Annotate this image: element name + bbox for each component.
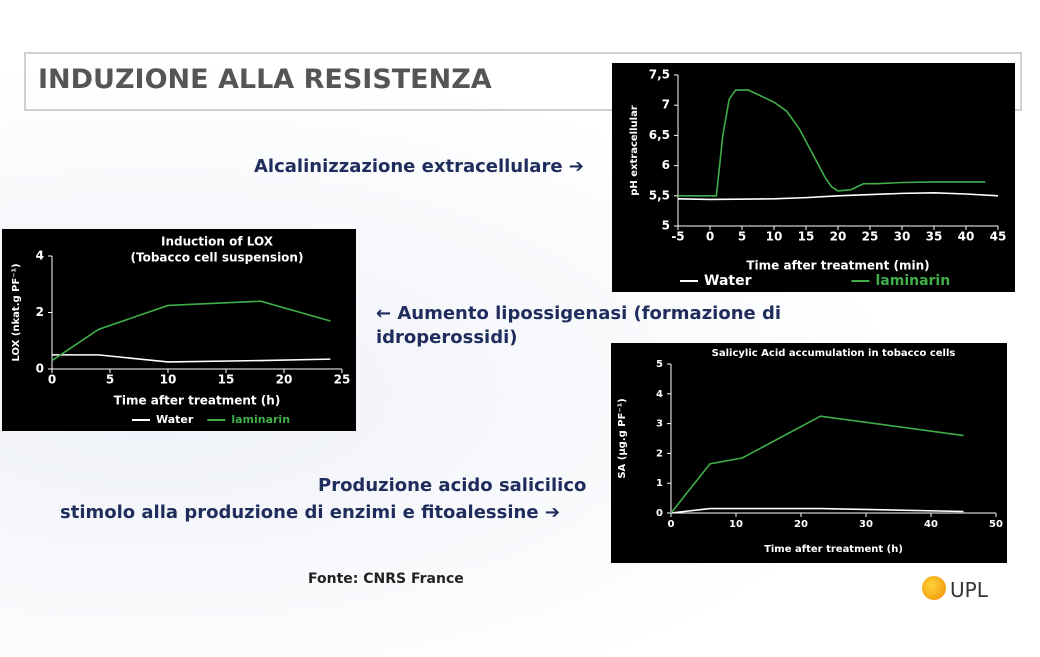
x-tick-label: 30 (859, 519, 873, 530)
y-tick-label: 7 (662, 98, 670, 112)
x-tick-label: 45 (990, 230, 1007, 244)
y-tick-label: 2 (36, 305, 44, 319)
y-tick-label: 0 (36, 362, 44, 376)
y-axis-label: SA (µg.g PF⁻¹) (617, 398, 628, 478)
legend-label: laminarin (875, 273, 950, 289)
y-tick-label: 4 (656, 389, 663, 400)
x-tick-label: 40 (924, 519, 938, 530)
legend-label: Water (704, 273, 752, 289)
x-tick-label: 0 (48, 373, 56, 387)
x-tick-label: -5 (671, 230, 684, 244)
y-tick-label: 5,5 (649, 188, 670, 202)
x-axis-label: Time after treatment (h) (764, 544, 903, 555)
data-line (670, 507, 964, 514)
y-axis-label: LOX (nkat.g PF⁻¹) (11, 263, 22, 361)
chart-subtitle: (Tobacco cell suspension) (131, 251, 304, 265)
y-tick-label: 1 (656, 478, 663, 489)
x-tick-label: 50 (989, 519, 1003, 530)
x-tick-label: 15 (218, 373, 235, 387)
x-tick-label: 15 (798, 230, 815, 244)
x-tick-label: 20 (794, 519, 808, 530)
legend-label: laminarin (231, 413, 290, 426)
y-tick-label: 5 (662, 219, 670, 233)
x-tick-label: 5 (106, 373, 114, 387)
x-tick-label: 10 (160, 373, 177, 387)
y-tick-label: 4 (36, 249, 44, 263)
data-line (52, 354, 331, 363)
data-line (677, 191, 999, 201)
caption: Produzione acido salicilico (318, 475, 587, 496)
caption: stimolo alla produzione di enzimi e fito… (60, 502, 560, 523)
y-tick-label: 3 (656, 419, 663, 430)
chart-background (611, 343, 1007, 563)
title-box (24, 52, 1022, 111)
x-tick-label: 20 (830, 230, 847, 244)
x-tick-label: 10 (766, 230, 783, 244)
x-tick-label: 25 (862, 230, 879, 244)
chart-background (612, 63, 1015, 292)
data-line (51, 300, 331, 362)
x-tick-label: 0 (706, 230, 714, 244)
data-line (670, 415, 964, 514)
x-tick-label: 30 (894, 230, 911, 244)
x-tick-label: 35 (926, 230, 943, 244)
x-tick-label: 25 (334, 373, 351, 387)
y-tick-label: 6,5 (649, 128, 670, 142)
logo: UPL (950, 578, 988, 602)
logo-mark (922, 576, 946, 600)
chart-title: Induction of LOX (161, 235, 274, 249)
data-line (678, 89, 986, 197)
legend-label: Water (156, 413, 194, 426)
x-tick-label: 0 (668, 519, 675, 530)
x-tick-label: 10 (729, 519, 743, 530)
chart-background (2, 229, 356, 431)
y-tick-label: 2 (656, 448, 663, 459)
y-tick-label: 5 (656, 359, 663, 370)
chart-title: Salicylic Acid accumulation in tobacco c… (712, 348, 956, 359)
caption: ← Aumento lipossigenasi (formazione di i… (376, 303, 782, 348)
x-tick-label: 20 (276, 373, 293, 387)
source: Fonte: CNRS France (308, 571, 464, 587)
y-tick-label: 6 (662, 158, 670, 172)
y-tick-label: 7,5 (649, 68, 670, 82)
caption: Alcalinizzazione extracellulare ➔ (254, 156, 584, 177)
x-axis-label: Time after treatment (h) (114, 394, 281, 408)
y-axis-label: pH extracellular (629, 105, 640, 196)
x-tick-label: 5 (738, 230, 746, 244)
slide-title: INDUZIONE ALLA RESISTENZA (38, 64, 492, 95)
y-tick-label: 0 (656, 508, 663, 519)
x-tick-label: 40 (958, 230, 975, 244)
x-axis-label: Time after treatment (min) (746, 259, 929, 273)
